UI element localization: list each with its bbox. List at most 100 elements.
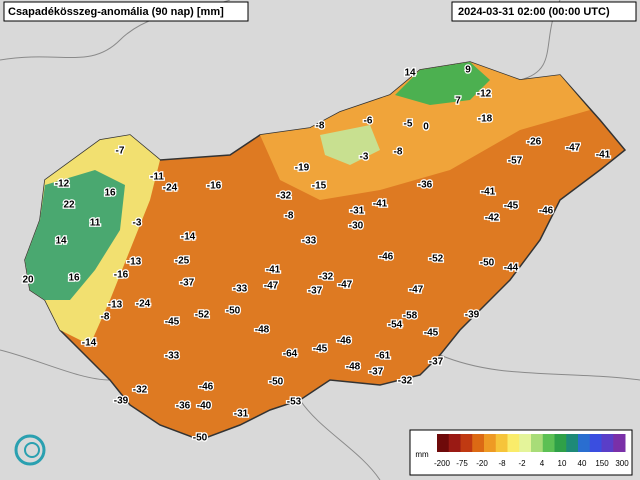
station-value: -50 bbox=[193, 433, 208, 444]
station-value: -53 bbox=[287, 397, 302, 408]
station-value: -8 bbox=[394, 147, 403, 158]
station-value: -41 bbox=[596, 150, 611, 161]
station-value: -54 bbox=[388, 320, 403, 331]
station-value: -41 bbox=[266, 265, 281, 276]
station-value: -47 bbox=[409, 285, 424, 296]
station-value: -3 bbox=[133, 218, 142, 229]
station-value: -8 bbox=[316, 121, 325, 132]
station-value: -18 bbox=[478, 114, 493, 125]
station-value: -33 bbox=[165, 351, 180, 362]
legend-label: -8 bbox=[498, 459, 506, 468]
station-value: -45 bbox=[313, 344, 328, 355]
station-value: -16 bbox=[114, 270, 129, 281]
station-value: -33 bbox=[302, 236, 317, 247]
station-value: -6 bbox=[364, 116, 373, 127]
legend-swatch bbox=[554, 434, 567, 452]
legend-label: 4 bbox=[540, 459, 545, 468]
station-value: -47 bbox=[338, 280, 353, 291]
station-value: -50 bbox=[480, 258, 495, 269]
station-value: -32 bbox=[398, 376, 413, 387]
legend-swatch bbox=[613, 434, 626, 452]
station-value: -30 bbox=[349, 221, 364, 232]
legend-label: 40 bbox=[578, 459, 587, 468]
station-value: -3 bbox=[360, 152, 369, 163]
station-value: -58 bbox=[403, 311, 418, 322]
station-value: -41 bbox=[481, 187, 496, 198]
station-value: -12 bbox=[477, 89, 492, 100]
station-value: 7 bbox=[455, 96, 461, 107]
station-value: 16 bbox=[68, 273, 80, 284]
station-value: -37 bbox=[180, 278, 195, 289]
station-value: -48 bbox=[255, 325, 270, 336]
station-value: 16 bbox=[104, 188, 116, 199]
legend-labels: -200 -75 -20 -8 -2 4 10 40 150 300 bbox=[434, 459, 629, 468]
station-value: -44 bbox=[504, 263, 519, 274]
region-lightgreen bbox=[320, 125, 380, 165]
station-value: -19 bbox=[295, 163, 310, 174]
station-value: -64 bbox=[283, 349, 298, 360]
station-value: -45 bbox=[165, 317, 180, 328]
region-green bbox=[25, 170, 125, 300]
region-green-ne bbox=[395, 62, 490, 105]
station-value: -8 bbox=[285, 211, 294, 222]
station-labels: 14 97-12-8 -6 -5 0-18-7-3 -8-26-47-41-57-12-1… bbox=[21, 63, 612, 445]
station-value: -36 bbox=[418, 180, 433, 191]
station-value: -46 bbox=[337, 336, 352, 347]
station-value: -13 bbox=[108, 300, 123, 311]
station-value: -46 bbox=[379, 252, 394, 263]
station-value: -45 bbox=[504, 201, 519, 212]
legend-swatch bbox=[484, 434, 497, 452]
legend-colorbar bbox=[437, 434, 626, 452]
station-value: -37 bbox=[308, 286, 323, 297]
station-value: -24 bbox=[136, 299, 151, 310]
station-value: -26 bbox=[527, 137, 542, 148]
legend-label: -2 bbox=[518, 459, 526, 468]
title-box bbox=[3, 1, 249, 22]
station-value: -37 bbox=[369, 367, 384, 378]
station-value: -47 bbox=[264, 281, 279, 292]
legend-swatch bbox=[448, 434, 461, 452]
station-value: -36 bbox=[176, 401, 191, 412]
station-value: -39 bbox=[465, 310, 480, 321]
station-value: -57 bbox=[508, 156, 523, 167]
station-value: -39 bbox=[114, 396, 129, 407]
station-value: -5 bbox=[404, 119, 413, 130]
station-value: 9 bbox=[465, 65, 471, 76]
station-value: -16 bbox=[207, 181, 222, 192]
legend-label: 300 bbox=[615, 459, 629, 468]
station-value: -52 bbox=[429, 254, 444, 265]
timestamp: 2024-03-31 02:00 (00:00 UTC) bbox=[458, 6, 610, 18]
station-value: -12 bbox=[55, 179, 70, 190]
country-fill bbox=[24, 61, 627, 441]
station-value: -45 bbox=[424, 328, 439, 339]
station-value: 14 bbox=[55, 236, 67, 247]
station-value: -31 bbox=[350, 206, 365, 217]
station-value: 20 bbox=[22, 275, 34, 286]
station-value: -11 bbox=[150, 172, 164, 183]
station-value: 0 bbox=[423, 122, 429, 133]
station-value: -41 bbox=[373, 199, 388, 210]
legend-swatch bbox=[460, 434, 473, 452]
legend-unit: mm bbox=[415, 450, 429, 459]
station-value: -14 bbox=[181, 232, 196, 243]
station-value: -40 bbox=[197, 401, 212, 412]
legend-swatch bbox=[495, 434, 508, 452]
station-value: -32 bbox=[133, 385, 148, 396]
station-value: 11 bbox=[90, 218, 101, 229]
legend-swatch bbox=[578, 434, 591, 452]
station-value: -46 bbox=[539, 206, 554, 217]
legend-label: 10 bbox=[558, 459, 567, 468]
legend-swatch bbox=[437, 434, 450, 452]
legend-label: 150 bbox=[595, 459, 609, 468]
station-value: -31 bbox=[234, 409, 249, 420]
station-value: -24 bbox=[163, 183, 178, 194]
station-value: -33 bbox=[233, 284, 248, 295]
station-value: -7 bbox=[116, 146, 125, 157]
station-value: -61 bbox=[376, 351, 391, 362]
station-value: -46 bbox=[199, 382, 214, 393]
legend-swatch bbox=[531, 434, 544, 452]
station-value: -50 bbox=[226, 306, 241, 317]
station-value: -32 bbox=[319, 272, 334, 283]
logo bbox=[14, 434, 46, 466]
